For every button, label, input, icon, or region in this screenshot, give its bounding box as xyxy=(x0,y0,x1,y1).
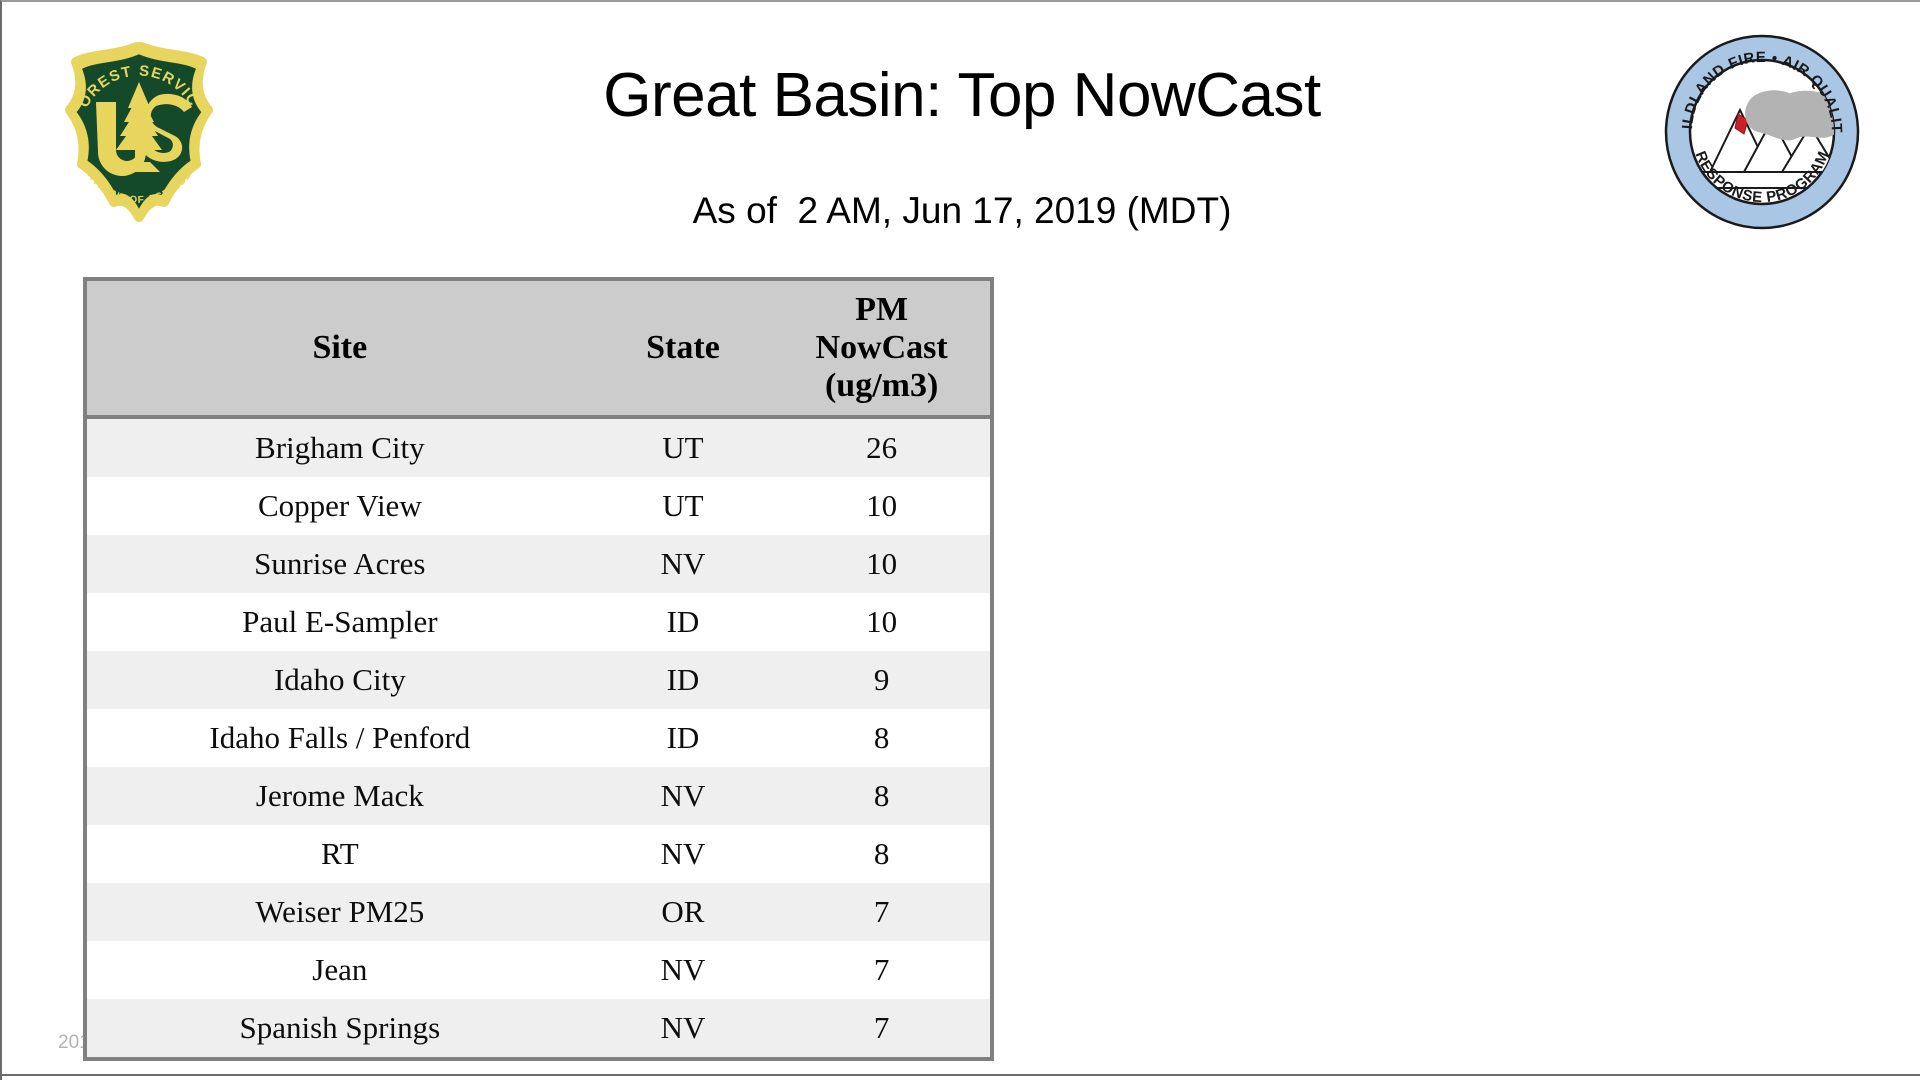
cell-state: ID xyxy=(592,709,774,768)
usda-forest-service-shield-logo: FOREST SERVICE DEPARTMENT OF AGRICULTURE xyxy=(48,29,224,227)
table-row: Brigham City UT 26 xyxy=(87,417,990,478)
table-row: Idaho City ID 9 xyxy=(87,651,990,710)
cell-pm-nowcast: 7 xyxy=(773,883,990,942)
cell-site: Spanish Springs xyxy=(87,999,593,1058)
cell-state: UT xyxy=(592,417,774,478)
cell-site: Paul E-Sampler xyxy=(87,593,593,652)
table-row: Copper View UT 10 xyxy=(87,477,990,536)
wildland-fire-air-quality-response-program-logo: WILDLAND FIRE • AIR QUALITY RESPONSE PRO… xyxy=(1655,19,1862,232)
column-header-pm-line3: (ug/m3) xyxy=(824,367,939,405)
top-nowcast-table: Site State PM NowCast (ug/m3) Brigham Ci… xyxy=(83,277,994,1062)
cell-pm-nowcast: 8 xyxy=(773,825,990,884)
cell-state: ID xyxy=(592,651,774,710)
cell-state: UT xyxy=(592,477,774,536)
table-header-row: Site State PM NowCast (ug/m3) xyxy=(87,281,990,420)
column-header-state-label: State xyxy=(646,329,720,367)
cell-state: NV xyxy=(592,767,774,826)
cell-state: ID xyxy=(592,593,774,652)
slide-title: Great Basin: Top NowCast xyxy=(603,61,1321,130)
cell-pm-nowcast: 9 xyxy=(773,651,990,710)
page-bottom-divider xyxy=(2,1074,1920,1076)
cell-site: Idaho Falls / Penford xyxy=(87,709,593,768)
cell-state: NV xyxy=(592,999,774,1058)
cell-pm-nowcast: 8 xyxy=(773,709,990,768)
cell-state: OR xyxy=(592,883,774,942)
table-row: Jean NV 7 xyxy=(87,941,990,1000)
cell-state: NV xyxy=(592,535,774,594)
table-row: Paul E-Sampler ID 10 xyxy=(87,593,990,652)
cell-state: NV xyxy=(592,941,774,1000)
cell-pm-nowcast: 7 xyxy=(773,999,990,1058)
cell-pm-nowcast: 26 xyxy=(773,417,990,478)
table-row: Weiser PM25 OR 7 xyxy=(87,883,990,942)
table-row: Sunrise Acres NV 10 xyxy=(87,535,990,594)
column-header-site-label: Site xyxy=(312,329,368,367)
column-header-site: Site xyxy=(87,281,593,420)
column-header-state: State xyxy=(592,281,774,420)
cell-pm-nowcast: 10 xyxy=(773,535,990,594)
cell-site: Weiser PM25 xyxy=(87,883,593,942)
cell-site: Copper View xyxy=(87,477,593,536)
cell-pm-nowcast: 8 xyxy=(773,767,990,826)
cell-site: Brigham City xyxy=(87,417,593,478)
cell-pm-nowcast: 10 xyxy=(773,477,990,536)
table-body: Brigham City UT 26 Copper View UT 10 Sunrise A… xyxy=(87,417,990,1058)
table-row: RT NV 8 xyxy=(87,825,990,884)
cell-pm-nowcast: 7 xyxy=(773,941,990,1000)
cell-site: Jerome Mack xyxy=(87,767,593,826)
cell-site: Jean xyxy=(87,941,593,1000)
column-header-pm-line2: NowCast xyxy=(815,329,948,367)
cell-site: RT xyxy=(87,825,593,884)
table-row: Idaho Falls / Penford ID 8 xyxy=(87,709,990,768)
cell-site: Sunrise Acres xyxy=(87,535,593,594)
cell-site: Idaho City xyxy=(87,651,593,710)
column-header-pm-nowcast: PM NowCast (ug/m3) xyxy=(773,281,990,420)
cell-pm-nowcast: 10 xyxy=(773,593,990,652)
column-header-pm-line1: PM xyxy=(855,291,909,328)
table-row: Spanish Springs NV 7 xyxy=(87,999,990,1058)
table-row: Jerome Mack NV 8 xyxy=(87,767,990,826)
cell-state: NV xyxy=(592,825,774,884)
slide-subtitle: As of 2 AM, Jun 17, 2019 (MDT) xyxy=(692,190,1232,231)
